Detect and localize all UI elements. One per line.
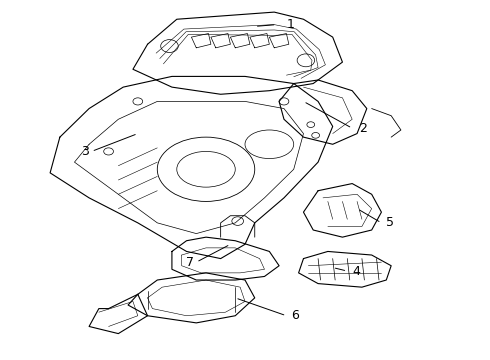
Text: 4: 4 xyxy=(352,265,360,278)
Text: 2: 2 xyxy=(360,122,368,135)
Text: 7: 7 xyxy=(186,256,194,269)
Text: 5: 5 xyxy=(386,216,394,229)
Text: 3: 3 xyxy=(81,145,89,158)
Text: 6: 6 xyxy=(291,309,299,322)
Text: 1: 1 xyxy=(287,18,294,31)
